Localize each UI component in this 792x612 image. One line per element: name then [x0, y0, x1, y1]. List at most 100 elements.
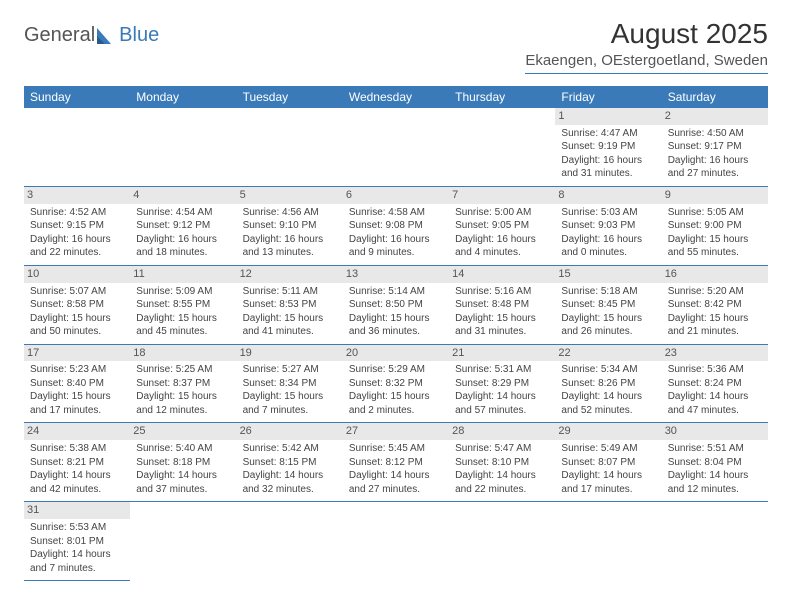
sunset-text: Sunset: 8:12 PM — [349, 456, 443, 470]
sunrise-text: Sunrise: 5:16 AM — [455, 285, 549, 299]
location-text: Ekaengen, OEstergoetland, Sweden — [525, 52, 768, 74]
daylight-text: Daylight: 14 hours and 42 minutes. — [30, 469, 124, 496]
daylight-text: Daylight: 15 hours and 45 minutes. — [136, 312, 230, 339]
calendar-day-cell: 2Sunrise: 4:50 AMSunset: 9:17 PMDaylight… — [662, 108, 768, 186]
day-number: 23 — [662, 345, 768, 362]
sunrise-text: Sunrise: 5:23 AM — [30, 363, 124, 377]
calendar-empty-cell — [237, 502, 343, 581]
calendar-empty-cell — [662, 502, 768, 581]
day-number: 21 — [449, 345, 555, 362]
sunrise-text: Sunrise: 5:09 AM — [136, 285, 230, 299]
day-number: 6 — [343, 187, 449, 204]
day-number: 2 — [662, 108, 768, 125]
sunset-text: Sunset: 9:05 PM — [455, 219, 549, 233]
calendar-week-row: 1Sunrise: 4:47 AMSunset: 9:19 PMDaylight… — [24, 108, 768, 186]
day-number: 10 — [24, 266, 130, 283]
daylight-text: Daylight: 16 hours and 0 minutes. — [561, 233, 655, 260]
sunrise-text: Sunrise: 5:45 AM — [349, 442, 443, 456]
calendar-day-cell: 21Sunrise: 5:31 AMSunset: 8:29 PMDayligh… — [449, 344, 555, 423]
calendar-day-cell: 11Sunrise: 5:09 AMSunset: 8:55 PMDayligh… — [130, 265, 236, 344]
sunrise-text: Sunrise: 4:54 AM — [136, 206, 230, 220]
calendar-page: General Blue August 2025 Ekaengen, OEste… — [0, 0, 792, 599]
sunset-text: Sunset: 8:40 PM — [30, 377, 124, 391]
weekday-header: Monday — [130, 86, 236, 108]
calendar-day-cell: 7Sunrise: 5:00 AMSunset: 9:05 PMDaylight… — [449, 186, 555, 265]
calendar-day-cell: 28Sunrise: 5:47 AMSunset: 8:10 PMDayligh… — [449, 423, 555, 502]
daylight-text: Daylight: 14 hours and 57 minutes. — [455, 390, 549, 417]
day-number: 3 — [24, 187, 130, 204]
sunset-text: Sunset: 8:15 PM — [243, 456, 337, 470]
sunset-text: Sunset: 8:04 PM — [668, 456, 762, 470]
calendar-day-cell: 19Sunrise: 5:27 AMSunset: 8:34 PMDayligh… — [237, 344, 343, 423]
daylight-text: Daylight: 15 hours and 26 minutes. — [561, 312, 655, 339]
calendar-day-cell: 31Sunrise: 5:53 AMSunset: 8:01 PMDayligh… — [24, 502, 130, 581]
sunset-text: Sunset: 8:48 PM — [455, 298, 549, 312]
calendar-body: 1Sunrise: 4:47 AMSunset: 9:19 PMDaylight… — [24, 108, 768, 581]
daylight-text: Daylight: 15 hours and 7 minutes. — [243, 390, 337, 417]
weekday-header: Wednesday — [343, 86, 449, 108]
calendar-day-cell: 17Sunrise: 5:23 AMSunset: 8:40 PMDayligh… — [24, 344, 130, 423]
sunrise-text: Sunrise: 4:50 AM — [668, 127, 762, 141]
day-number: 15 — [555, 266, 661, 283]
month-title: August 2025 — [525, 18, 768, 50]
daylight-text: Daylight: 16 hours and 9 minutes. — [349, 233, 443, 260]
day-number: 24 — [24, 423, 130, 440]
sunrise-text: Sunrise: 5:36 AM — [668, 363, 762, 377]
sunrise-text: Sunrise: 5:47 AM — [455, 442, 549, 456]
day-number: 19 — [237, 345, 343, 362]
calendar-day-cell: 29Sunrise: 5:49 AMSunset: 8:07 PMDayligh… — [555, 423, 661, 502]
daylight-text: Daylight: 15 hours and 31 minutes. — [455, 312, 549, 339]
sunset-text: Sunset: 8:45 PM — [561, 298, 655, 312]
daylight-text: Daylight: 15 hours and 55 minutes. — [668, 233, 762, 260]
sunset-text: Sunset: 8:34 PM — [243, 377, 337, 391]
daylight-text: Daylight: 14 hours and 37 minutes. — [136, 469, 230, 496]
sunset-text: Sunset: 9:19 PM — [561, 140, 655, 154]
weekday-header: Tuesday — [237, 86, 343, 108]
daylight-text: Daylight: 16 hours and 27 minutes. — [668, 154, 762, 181]
calendar-empty-cell — [449, 502, 555, 581]
calendar-day-cell: 6Sunrise: 4:58 AMSunset: 9:08 PMDaylight… — [343, 186, 449, 265]
sunrise-text: Sunrise: 5:53 AM — [30, 521, 124, 535]
sunset-text: Sunset: 8:24 PM — [668, 377, 762, 391]
page-header: General Blue August 2025 Ekaengen, OEste… — [24, 18, 768, 74]
sunrise-text: Sunrise: 5:11 AM — [243, 285, 337, 299]
calendar-week-row: 17Sunrise: 5:23 AMSunset: 8:40 PMDayligh… — [24, 344, 768, 423]
logo-text-general: General — [24, 24, 95, 47]
daylight-text: Daylight: 16 hours and 31 minutes. — [561, 154, 655, 181]
calendar-day-cell: 24Sunrise: 5:38 AMSunset: 8:21 PMDayligh… — [24, 423, 130, 502]
day-number: 28 — [449, 423, 555, 440]
daylight-text: Daylight: 14 hours and 12 minutes. — [668, 469, 762, 496]
sunrise-text: Sunrise: 5:31 AM — [455, 363, 549, 377]
calendar-empty-cell — [555, 502, 661, 581]
sunset-text: Sunset: 8:32 PM — [349, 377, 443, 391]
sunrise-text: Sunrise: 5:40 AM — [136, 442, 230, 456]
weekday-header: Sunday — [24, 86, 130, 108]
sunrise-text: Sunrise: 5:05 AM — [668, 206, 762, 220]
sunrise-text: Sunrise: 4:47 AM — [561, 127, 655, 141]
weekday-header: Thursday — [449, 86, 555, 108]
sunrise-text: Sunrise: 5:25 AM — [136, 363, 230, 377]
day-number: 8 — [555, 187, 661, 204]
sunrise-text: Sunrise: 5:27 AM — [243, 363, 337, 377]
calendar-day-cell: 10Sunrise: 5:07 AMSunset: 8:58 PMDayligh… — [24, 265, 130, 344]
daylight-text: Daylight: 15 hours and 50 minutes. — [30, 312, 124, 339]
calendar-day-cell: 13Sunrise: 5:14 AMSunset: 8:50 PMDayligh… — [343, 265, 449, 344]
daylight-text: Daylight: 14 hours and 47 minutes. — [668, 390, 762, 417]
day-number: 29 — [555, 423, 661, 440]
calendar-day-cell: 3Sunrise: 4:52 AMSunset: 9:15 PMDaylight… — [24, 186, 130, 265]
calendar-empty-cell — [449, 108, 555, 186]
day-number: 12 — [237, 266, 343, 283]
day-number: 31 — [24, 502, 130, 519]
daylight-text: Daylight: 14 hours and 7 minutes. — [30, 548, 124, 575]
sunrise-text: Sunrise: 5:07 AM — [30, 285, 124, 299]
day-number: 16 — [662, 266, 768, 283]
sunrise-text: Sunrise: 5:18 AM — [561, 285, 655, 299]
sunrise-text: Sunrise: 5:03 AM — [561, 206, 655, 220]
daylight-text: Daylight: 15 hours and 12 minutes. — [136, 390, 230, 417]
sunset-text: Sunset: 8:53 PM — [243, 298, 337, 312]
sunset-text: Sunset: 9:12 PM — [136, 219, 230, 233]
calendar-empty-cell — [343, 502, 449, 581]
daylight-text: Daylight: 15 hours and 41 minutes. — [243, 312, 337, 339]
sunrise-text: Sunrise: 5:00 AM — [455, 206, 549, 220]
daylight-text: Daylight: 15 hours and 2 minutes. — [349, 390, 443, 417]
